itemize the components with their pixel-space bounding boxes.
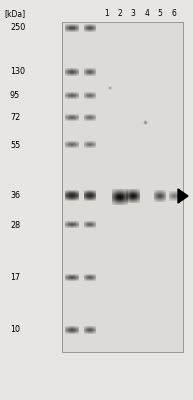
Text: [kDa]: [kDa] — [4, 10, 25, 18]
Text: 3: 3 — [130, 10, 135, 18]
Text: 130: 130 — [10, 68, 25, 76]
Text: 1: 1 — [105, 10, 109, 18]
Text: 6: 6 — [172, 10, 176, 18]
Text: 55: 55 — [10, 140, 20, 150]
Text: 95: 95 — [10, 92, 20, 100]
Text: 2: 2 — [118, 10, 122, 18]
Text: 17: 17 — [10, 274, 20, 282]
Polygon shape — [178, 189, 188, 203]
Text: 250: 250 — [10, 24, 25, 32]
Bar — [62, 22, 183, 352]
Bar — [62, 22, 183, 352]
Text: 5: 5 — [157, 10, 163, 18]
Text: 10: 10 — [10, 326, 20, 334]
Text: 36: 36 — [10, 192, 20, 200]
Text: 28: 28 — [10, 220, 20, 230]
Text: 4: 4 — [145, 10, 149, 18]
Text: 72: 72 — [10, 114, 20, 122]
